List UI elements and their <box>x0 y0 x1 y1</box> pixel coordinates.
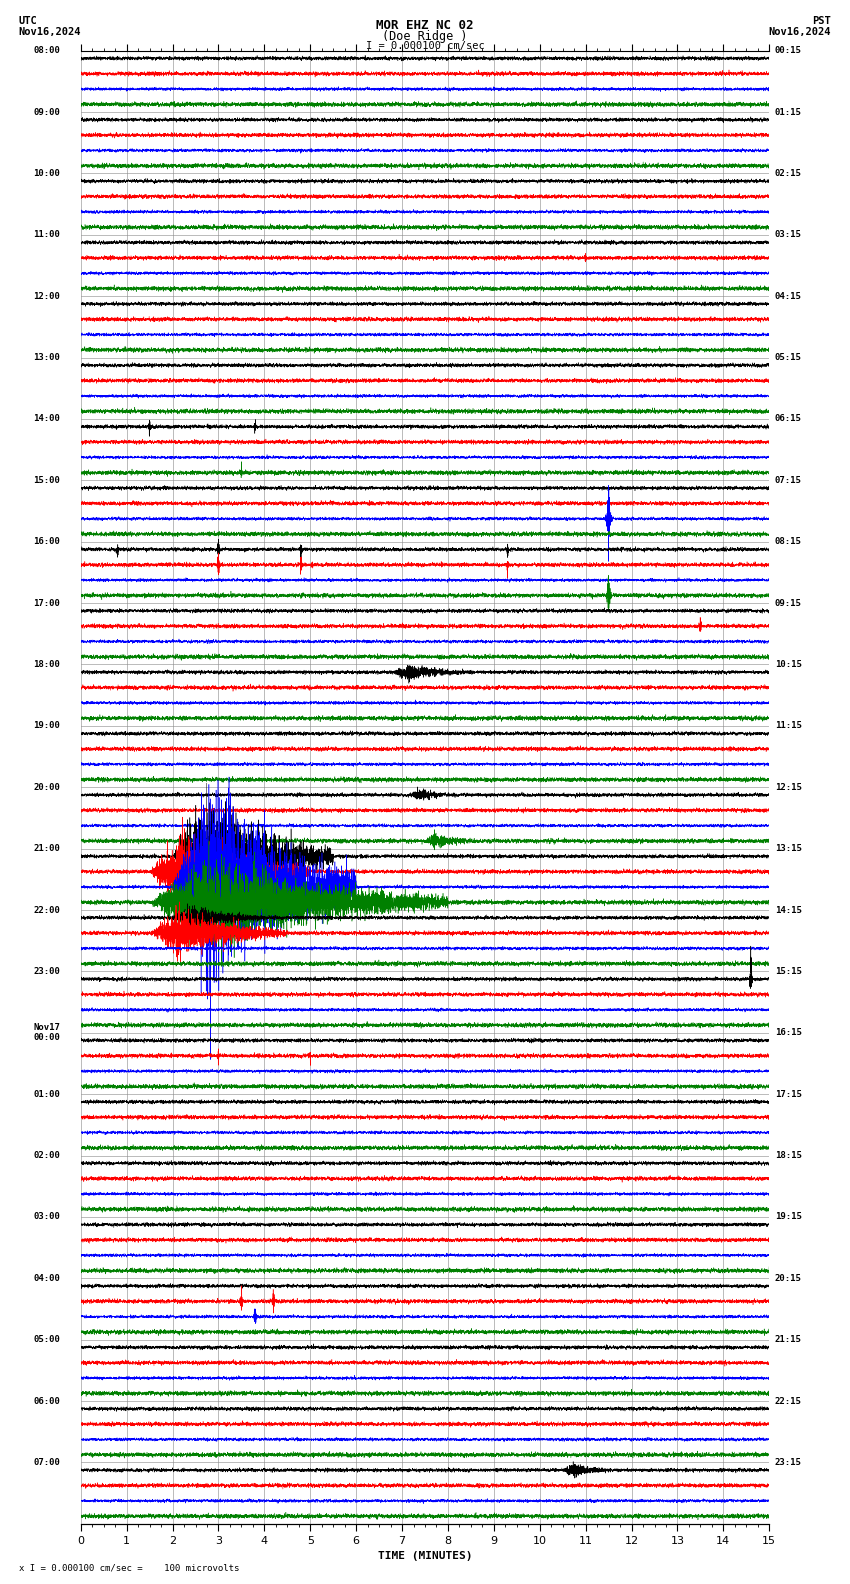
Text: 22:15: 22:15 <box>774 1397 802 1405</box>
Text: 10:00: 10:00 <box>33 169 60 177</box>
Text: 20:15: 20:15 <box>774 1274 802 1283</box>
X-axis label: TIME (MINUTES): TIME (MINUTES) <box>377 1551 473 1562</box>
Text: 19:00: 19:00 <box>33 721 60 730</box>
Text: 11:00: 11:00 <box>33 230 60 239</box>
Text: 21:15: 21:15 <box>774 1335 802 1345</box>
Text: 04:00: 04:00 <box>33 1274 60 1283</box>
Text: 09:00: 09:00 <box>33 108 60 117</box>
Text: 00:15: 00:15 <box>774 46 802 55</box>
Text: 02:15: 02:15 <box>774 169 802 177</box>
Text: (Doe Ridge ): (Doe Ridge ) <box>382 30 468 43</box>
Text: 09:15: 09:15 <box>774 599 802 608</box>
Text: 05:15: 05:15 <box>774 353 802 363</box>
Text: 17:00: 17:00 <box>33 599 60 608</box>
Text: Nov17
00:00: Nov17 00:00 <box>33 1023 60 1042</box>
Text: 02:00: 02:00 <box>33 1152 60 1159</box>
Text: 14:15: 14:15 <box>774 906 802 914</box>
Text: 23:00: 23:00 <box>33 966 60 976</box>
Text: MOR EHZ NC 02: MOR EHZ NC 02 <box>377 19 473 32</box>
Text: 04:15: 04:15 <box>774 291 802 301</box>
Text: 13:00: 13:00 <box>33 353 60 363</box>
Text: 06:00: 06:00 <box>33 1397 60 1405</box>
Text: 01:00: 01:00 <box>33 1090 60 1099</box>
Text: 11:15: 11:15 <box>774 721 802 730</box>
Text: UTC: UTC <box>19 16 37 25</box>
Text: 08:15: 08:15 <box>774 537 802 546</box>
Text: 22:00: 22:00 <box>33 906 60 914</box>
Text: PST: PST <box>813 16 831 25</box>
Text: 20:00: 20:00 <box>33 782 60 792</box>
Text: 15:00: 15:00 <box>33 475 60 485</box>
Text: 17:15: 17:15 <box>774 1090 802 1099</box>
Text: 16:00: 16:00 <box>33 537 60 546</box>
Text: 07:15: 07:15 <box>774 475 802 485</box>
Text: 14:00: 14:00 <box>33 415 60 423</box>
Text: 07:00: 07:00 <box>33 1457 60 1467</box>
Text: 08:00: 08:00 <box>33 46 60 55</box>
Text: Nov16,2024: Nov16,2024 <box>768 27 831 36</box>
Text: x I = 0.000100 cm/sec =    100 microvolts: x I = 0.000100 cm/sec = 100 microvolts <box>19 1563 239 1573</box>
Text: 12:00: 12:00 <box>33 291 60 301</box>
Text: 05:00: 05:00 <box>33 1335 60 1345</box>
Text: 06:15: 06:15 <box>774 415 802 423</box>
Text: 03:15: 03:15 <box>774 230 802 239</box>
Text: 03:00: 03:00 <box>33 1212 60 1221</box>
Text: I = 0.000100 cm/sec: I = 0.000100 cm/sec <box>366 41 484 51</box>
Text: 23:15: 23:15 <box>774 1457 802 1467</box>
Text: 18:15: 18:15 <box>774 1152 802 1159</box>
Text: 13:15: 13:15 <box>774 844 802 854</box>
Text: 10:15: 10:15 <box>774 661 802 668</box>
Text: 16:15: 16:15 <box>774 1028 802 1038</box>
Text: Nov16,2024: Nov16,2024 <box>19 27 82 36</box>
Text: 18:00: 18:00 <box>33 661 60 668</box>
Text: 21:00: 21:00 <box>33 844 60 854</box>
Text: 15:15: 15:15 <box>774 966 802 976</box>
Text: 19:15: 19:15 <box>774 1212 802 1221</box>
Text: 12:15: 12:15 <box>774 782 802 792</box>
Text: 01:15: 01:15 <box>774 108 802 117</box>
